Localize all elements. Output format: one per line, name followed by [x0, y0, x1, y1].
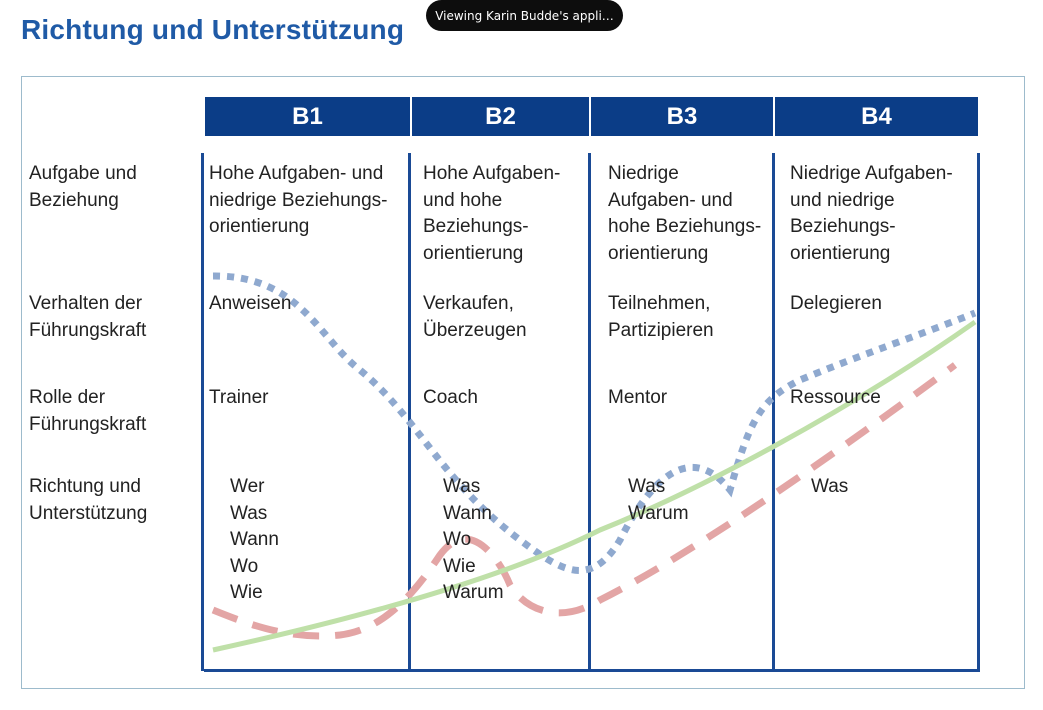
slide-frame	[21, 76, 1025, 689]
cell-line: Hohe Aufgaben- und	[209, 163, 384, 184]
cell-line: Partizipieren	[608, 319, 714, 341]
column-header-b1: B1	[205, 97, 410, 136]
row-label-direction: Richtung und Unterstützung	[29, 474, 147, 527]
row-label-behavior: Verhalten der Führungskraft	[29, 291, 146, 344]
direction-list-b4: Was	[811, 474, 848, 501]
row-label-line: Führungskraft	[29, 413, 147, 435]
column-divider	[408, 153, 411, 671]
task-cell-b4: Niedrige Aufgaben- und niedrige Beziehun…	[790, 161, 953, 267]
task-cell-b3: Niedrige Aufgaben- und hohe Beziehungs- …	[608, 161, 761, 267]
row-label-line: Unterstützung	[29, 502, 148, 524]
role-cell-b4: Ressource	[790, 387, 881, 408]
row-label-line: Verhalten der	[29, 293, 143, 314]
column-header-b4: B4	[775, 97, 978, 136]
task-cell-b2: Hohe Aufgaben- und hohe Beziehungs- orie…	[423, 161, 560, 267]
column-header-b3: B3	[591, 97, 773, 136]
bottom-rule	[204, 669, 980, 672]
cell-line: Beziehungs-	[790, 216, 896, 237]
cell-line: und hohe	[423, 189, 503, 211]
cell-line: Überzeugen	[423, 319, 527, 341]
cell-line: orientierung	[209, 216, 310, 237]
cell-line: Teilnehmen,	[608, 293, 711, 314]
list-item: Was	[230, 502, 268, 524]
row-label-line: Rolle der	[29, 387, 106, 408]
task-cell-b1: Hohe Aufgaben- und niedrige Beziehungs- …	[209, 161, 388, 241]
list-item: Wann	[443, 502, 492, 524]
column-divider	[201, 153, 204, 671]
list-item: Wer	[230, 476, 265, 497]
screen-share-toast: Viewing Karin Budde's appli…	[426, 0, 623, 31]
behavior-cell-b4: Delegieren	[790, 291, 882, 318]
direction-list-b1: Wer Was Wann Wo Wie	[230, 474, 279, 607]
cell-line: Beziehungs-	[423, 216, 529, 237]
column-divider	[588, 153, 591, 671]
list-item: Warum	[628, 502, 689, 524]
row-label-role: Rolle der Führungskraft	[29, 385, 146, 438]
row-label-line: Aufgabe und	[29, 163, 137, 184]
list-item: Was	[811, 476, 849, 497]
direction-list-b2: Was Wann Wo Wie Warum	[443, 474, 504, 607]
behavior-cell-b1: Anweisen	[209, 291, 291, 318]
cell-line: Verkaufen,	[423, 293, 514, 314]
slide-title: Richtung und Unterstützung	[21, 14, 405, 45]
column-header-b2: B2	[412, 97, 589, 136]
cell-line: Niedrige Aufgaben-	[790, 163, 953, 184]
behavior-cell-b2: Verkaufen, Überzeugen	[423, 291, 527, 344]
list-item: Wie	[443, 555, 476, 577]
direction-list-b3: Was Warum	[628, 474, 689, 527]
role-cell-b3: Mentor	[608, 387, 668, 408]
role-cell-b1: Trainer	[209, 387, 269, 408]
row-label-line: Richtung und	[29, 476, 141, 497]
list-item: Wo	[443, 529, 472, 550]
list-item: Warum	[443, 582, 504, 603]
list-item: Wann	[230, 529, 279, 550]
row-label-line: Führungskraft	[29, 319, 147, 341]
cell-line: orientierung	[423, 242, 524, 264]
cell-line: und niedrige	[790, 189, 895, 211]
cell-line: Aufgaben- und	[608, 189, 733, 211]
cell-line: orientierung	[790, 242, 891, 264]
list-item: Wo	[230, 555, 259, 577]
list-item: Wie	[230, 582, 263, 603]
cell-line: Hohe Aufgaben-	[423, 163, 561, 184]
cell-line: Niedrige	[608, 163, 679, 184]
cell-line: hohe Beziehungs-	[608, 216, 762, 237]
cell-line: Delegieren	[790, 293, 882, 314]
column-divider	[977, 153, 980, 671]
cell-line: niedrige Beziehungs-	[209, 189, 388, 211]
list-item: Was	[443, 476, 481, 497]
row-label-task: Aufgabe und Beziehung	[29, 161, 137, 214]
role-cell-b2: Coach	[423, 387, 478, 408]
cell-line: Anweisen	[209, 293, 292, 314]
column-divider	[772, 153, 775, 671]
row-label-line: Beziehung	[29, 189, 119, 211]
cell-line: orientierung	[608, 242, 709, 264]
list-item: Was	[628, 476, 666, 497]
behavior-cell-b3: Teilnehmen, Partizipieren	[608, 291, 714, 344]
